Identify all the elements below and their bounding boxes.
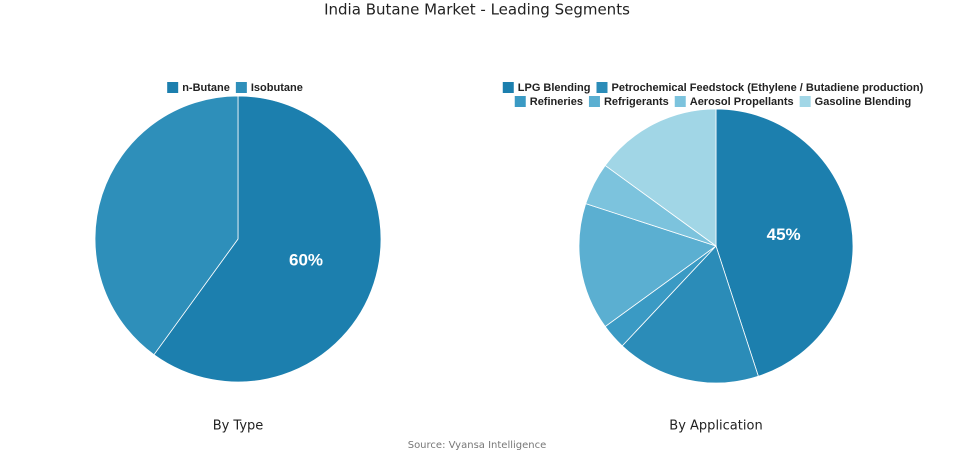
legend-swatch (167, 82, 179, 93)
page-title: India Butane Market - Leading Segments (324, 1, 630, 19)
pie-slice (578, 203, 717, 328)
legend-item: n-Butane (167, 82, 230, 94)
legend-label: Gasoline Blending (815, 96, 912, 108)
legend-swatch (588, 96, 600, 107)
legend-swatch (674, 96, 686, 107)
legend-label: Refrigerants (604, 96, 669, 108)
legend-swatch (799, 96, 811, 107)
legend-swatch (596, 82, 608, 93)
value-label: 45% (767, 225, 801, 244)
legend-label: Refineries (530, 96, 583, 108)
value-label: 60% (289, 251, 323, 270)
legend-label: Petrochemical Feedstock (Ethylene / Buta… (612, 82, 924, 94)
pie-slice (94, 95, 239, 356)
legend-item: Refineries (514, 96, 583, 108)
legend-item: LPG Blending (502, 82, 591, 94)
pie-slice (621, 245, 759, 384)
legend: LPG Blending Petrochemical Feedstock (Eth… (502, 82, 924, 108)
chart-subtitle: By Application (669, 419, 762, 434)
legend-swatch (235, 82, 247, 93)
pie-slice (604, 108, 717, 247)
legend: n-Butane Isobutane (167, 82, 303, 94)
legend-item: Petrochemical Feedstock (Ethylene / Buta… (596, 82, 924, 94)
legend-swatch (502, 82, 514, 93)
legend-item: Aerosol Propellants (674, 96, 794, 108)
legend-label: n-Butane (182, 82, 230, 94)
legend-label: Aerosol Propellants (690, 96, 794, 108)
legend-item: Gasoline Blending (799, 96, 912, 108)
legend-item: Isobutane (235, 82, 303, 94)
legend-label: Isobutane (251, 82, 303, 94)
legend-label: LPG Blending (518, 82, 591, 94)
source: Source: Vyansa Intelligence (408, 440, 547, 451)
legend-swatch (514, 96, 526, 107)
chart-subtitle: By Type (213, 419, 264, 434)
pie-slice (715, 108, 854, 377)
legend-item: Refrigerants (588, 96, 669, 108)
pie-slice (153, 95, 382, 383)
